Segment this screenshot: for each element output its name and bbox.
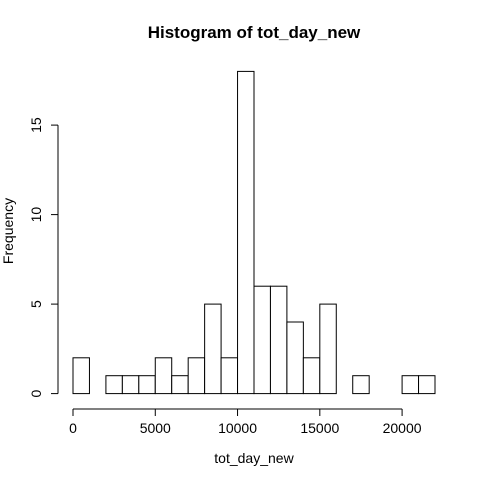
histogram-bar-21 <box>418 375 436 395</box>
histogram-bar-15 <box>319 303 337 395</box>
histogram-bar-0 <box>72 357 90 395</box>
histogram-bar-5 <box>154 357 173 395</box>
chart-title: Histogram of tot_day_new <box>148 23 361 42</box>
y-tick-label-1: 5 <box>28 300 44 308</box>
x-tick-label-0: 0 <box>69 420 77 436</box>
histogram-bar-20 <box>401 375 420 395</box>
histogram-bar-12 <box>269 285 288 395</box>
x-axis: 0 5000 10000 15000 20000 <box>69 408 422 436</box>
histogram-bar-4 <box>138 375 156 395</box>
x-tick-label-2: 10000 <box>218 420 257 436</box>
y-axis: 0 5 10 15 <box>28 117 59 397</box>
histogram-bar-10 <box>237 70 255 395</box>
y-tick-label-3: 15 <box>28 117 44 133</box>
histogram-bar-14 <box>302 357 321 395</box>
histogram-bar-9 <box>220 357 239 395</box>
histogram-bar-6 <box>171 375 189 395</box>
histogram-bar-13 <box>286 321 304 395</box>
histogram-bar-3 <box>121 375 140 395</box>
histogram-bar-8 <box>204 303 222 395</box>
x-axis-label: tot_day_new <box>214 450 294 466</box>
y-axis-label: Frequency <box>0 198 16 264</box>
y-tick-label-0: 0 <box>28 389 44 397</box>
histogram-bar-2 <box>105 375 123 395</box>
histogram-bar-17 <box>352 375 370 395</box>
histogram-bar-7 <box>187 357 206 395</box>
x-tick-label-1: 5000 <box>140 420 171 436</box>
y-tick-label-2: 10 <box>28 207 44 223</box>
x-tick-label-3: 15000 <box>300 420 339 436</box>
histogram-bar-11 <box>253 285 271 395</box>
x-tick-label-4: 20000 <box>383 420 422 436</box>
histogram-bars <box>72 70 436 395</box>
